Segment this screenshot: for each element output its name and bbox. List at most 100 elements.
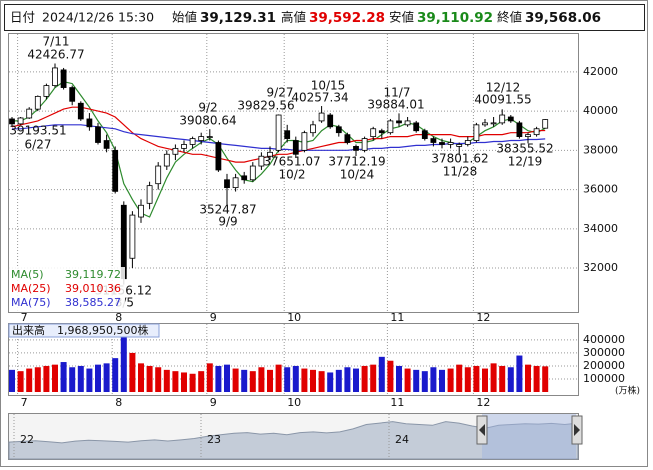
candle-body — [301, 132, 308, 151]
x-tick-label: 7 — [21, 311, 28, 324]
volume-bar — [447, 368, 454, 392]
annotation-date: 10/15 — [311, 79, 346, 93]
handle-arrow — [574, 424, 580, 436]
x-tick-label: 9 — [210, 396, 217, 409]
y-tick-label: 40000 — [583, 104, 618, 117]
volume-bar — [60, 362, 67, 392]
candle-body — [327, 114, 334, 128]
volume-bar — [198, 371, 205, 392]
legend-value: 38,585.27 — [65, 296, 121, 309]
volume-panel — [8, 323, 579, 396]
candle-body — [421, 130, 428, 139]
volume-bar — [404, 368, 411, 392]
legend-box — [9, 267, 125, 311]
legend-value: 39,010.36 — [65, 282, 121, 295]
header-label: 日付 — [10, 10, 35, 25]
y-tick-label: 100000 — [583, 372, 625, 385]
x-tick-label: 7 — [21, 396, 28, 409]
annotation-value: 37651.07 — [263, 155, 320, 169]
legend-name: MA(5) — [11, 268, 44, 281]
candle-body — [77, 102, 84, 120]
header-open: 39,129.31 — [200, 10, 276, 26]
annotation-date: 9/2 — [198, 101, 217, 115]
header-label: 始値 — [172, 10, 197, 25]
volume-bar — [284, 367, 291, 392]
legend-name: MA(75) — [11, 296, 51, 309]
volume-bar — [241, 369, 248, 392]
annotation-value: 42426.77 — [27, 48, 84, 62]
volume-bar — [387, 360, 394, 392]
navigator-label: 23 — [207, 433, 221, 446]
volume-bar — [301, 368, 308, 392]
y-tick-label: 42000 — [583, 65, 618, 78]
volume-bar — [112, 358, 119, 392]
header-high: 39,592.28 — [309, 10, 385, 26]
candle-body — [129, 214, 136, 259]
x-tick-label: 8 — [115, 396, 122, 409]
navigator-area — [8, 421, 579, 460]
candle-body — [378, 130, 385, 134]
candle-body — [396, 120, 402, 124]
candle-body — [95, 126, 101, 143]
candle-body — [86, 118, 93, 128]
candle-body — [224, 179, 230, 189]
x-tick-label: 12 — [476, 396, 490, 409]
candle-body — [318, 112, 325, 122]
candle-body — [17, 117, 24, 125]
candle-body — [344, 134, 351, 143]
candle-body — [163, 153, 170, 167]
candle-body — [430, 138, 437, 143]
candle-body — [26, 108, 33, 119]
volume-bar — [258, 367, 265, 392]
candle-body — [206, 136, 213, 139]
volume-bar — [189, 373, 196, 392]
volume-bar — [344, 367, 351, 392]
y-tick-label: 300000 — [583, 346, 625, 359]
volume-bar — [95, 364, 101, 392]
volume-bar — [292, 365, 299, 392]
legend-value: 39,119.72 — [65, 268, 121, 281]
annotation-date: 12/19 — [508, 155, 543, 169]
volume-bar — [232, 368, 239, 392]
candle-body — [112, 149, 119, 192]
candle-body — [310, 124, 316, 134]
candle-body — [258, 155, 265, 167]
candle-body — [103, 140, 110, 149]
annotation-date: 12/12 — [486, 81, 521, 95]
header-close: 39,568.06 — [525, 10, 601, 26]
candle-body — [404, 120, 411, 126]
annotation-date: 10/2 — [279, 168, 306, 182]
volume-bar — [499, 365, 506, 392]
candle-body — [34, 95, 41, 110]
volume-bar — [318, 371, 325, 392]
header-label: 終値 — [497, 10, 522, 25]
volume-bar — [327, 372, 334, 392]
volume-bar — [482, 368, 488, 392]
volume-title: 出来高 — [12, 323, 45, 337]
volume-bar — [275, 364, 282, 392]
volume-bar — [138, 363, 144, 392]
unit-label: (万株) — [615, 385, 640, 397]
candle-body — [439, 142, 445, 145]
annotation-value: 37801.62 — [431, 152, 488, 166]
volume-bar — [533, 365, 540, 392]
header-low: 39,110.92 — [417, 10, 493, 26]
annotation-date: 9/27 — [267, 86, 294, 100]
volume-bar — [69, 367, 76, 392]
candle-body — [60, 69, 67, 88]
annotation-value: 40091.55 — [474, 93, 531, 107]
volume-bar — [473, 365, 480, 392]
y-tick-label: 34000 — [583, 222, 618, 235]
x-tick-label: 10 — [287, 396, 301, 409]
annotation-value: 40257.34 — [291, 91, 348, 105]
volume-bar — [172, 371, 179, 392]
candle-body — [490, 122, 497, 125]
volume-bar — [267, 369, 273, 392]
volume-bar — [361, 365, 368, 392]
candle-body — [267, 151, 273, 157]
candle-body — [525, 134, 531, 138]
candle-body — [241, 175, 248, 181]
candle-body — [284, 130, 291, 139]
candle-body — [507, 116, 514, 122]
